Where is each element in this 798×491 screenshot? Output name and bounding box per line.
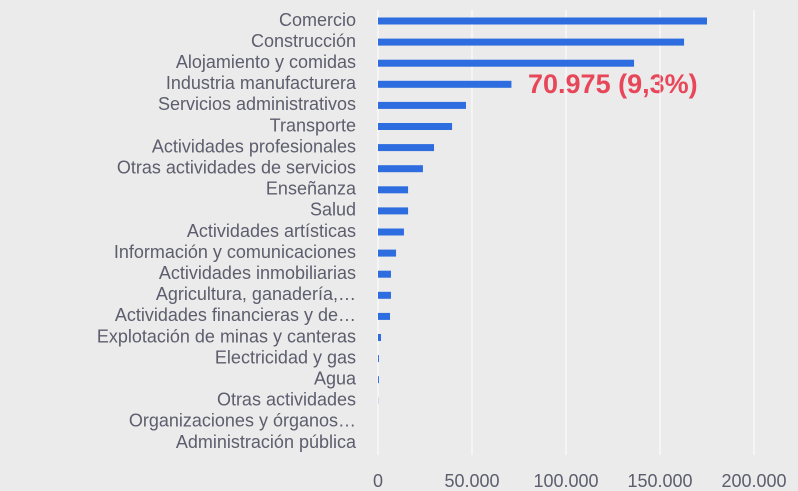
- y-tick-label: Actividades artísticas: [187, 221, 356, 241]
- y-tick-label: Servicios administrativos: [158, 94, 356, 114]
- bar: [378, 355, 379, 363]
- bar: [378, 376, 379, 384]
- y-tick-label: Enseñanza: [266, 179, 357, 199]
- y-tick-label: Agua: [314, 368, 357, 388]
- y-tick-label: Salud: [310, 200, 356, 220]
- bar: [378, 186, 409, 194]
- bar: [378, 144, 435, 152]
- y-tick-label: Alojamiento y comidas: [176, 52, 356, 72]
- y-tick-label: Industria manufacturera: [166, 73, 357, 93]
- y-tick-label: Otras actividades de servicios: [117, 157, 356, 177]
- bar: [378, 165, 423, 173]
- x-tick-label: 0: [373, 471, 383, 491]
- x-tick-label: 150.000: [627, 471, 692, 491]
- bar: [378, 17, 707, 25]
- bar: [378, 312, 391, 320]
- x-tick-label: 100.000: [533, 471, 598, 491]
- y-tick-label: Actividades profesionales: [152, 136, 356, 156]
- bar: [378, 291, 391, 299]
- bar: [378, 334, 382, 341]
- bar: [378, 38, 685, 46]
- bar: [378, 59, 635, 67]
- y-tick-label: Administración pública: [176, 432, 357, 452]
- bar: [378, 101, 466, 109]
- y-tick-label: Explotación de minas y canteras: [97, 326, 356, 346]
- y-tick-label: Agricultura, ganadería,…: [156, 284, 356, 304]
- y-tick-label: Información y comunicaciones: [114, 242, 356, 262]
- bar: [378, 249, 397, 257]
- y-tick-label: Otras actividades: [217, 390, 356, 410]
- y-tick-label: Actividades inmobiliarias: [159, 263, 356, 283]
- y-tick-label: Organizaciones y órganos…: [129, 411, 356, 431]
- x-tick-label: 200.000: [721, 471, 786, 491]
- bar: [378, 123, 453, 130]
- annotation: 70.975 (9,3%): [528, 69, 698, 99]
- y-tick-label: Transporte: [270, 115, 356, 135]
- bar: [378, 207, 409, 215]
- x-tick-label: 50.000: [444, 471, 499, 491]
- bar: [378, 270, 391, 278]
- bar: [378, 80, 512, 88]
- bar: [378, 228, 404, 236]
- y-tick-label: Construcción: [251, 31, 356, 51]
- y-tick-label: Comercio: [279, 10, 356, 30]
- y-tick-label: Actividades financieras y de…: [115, 305, 356, 325]
- y-tick-label: Electricidad y gas: [215, 347, 356, 367]
